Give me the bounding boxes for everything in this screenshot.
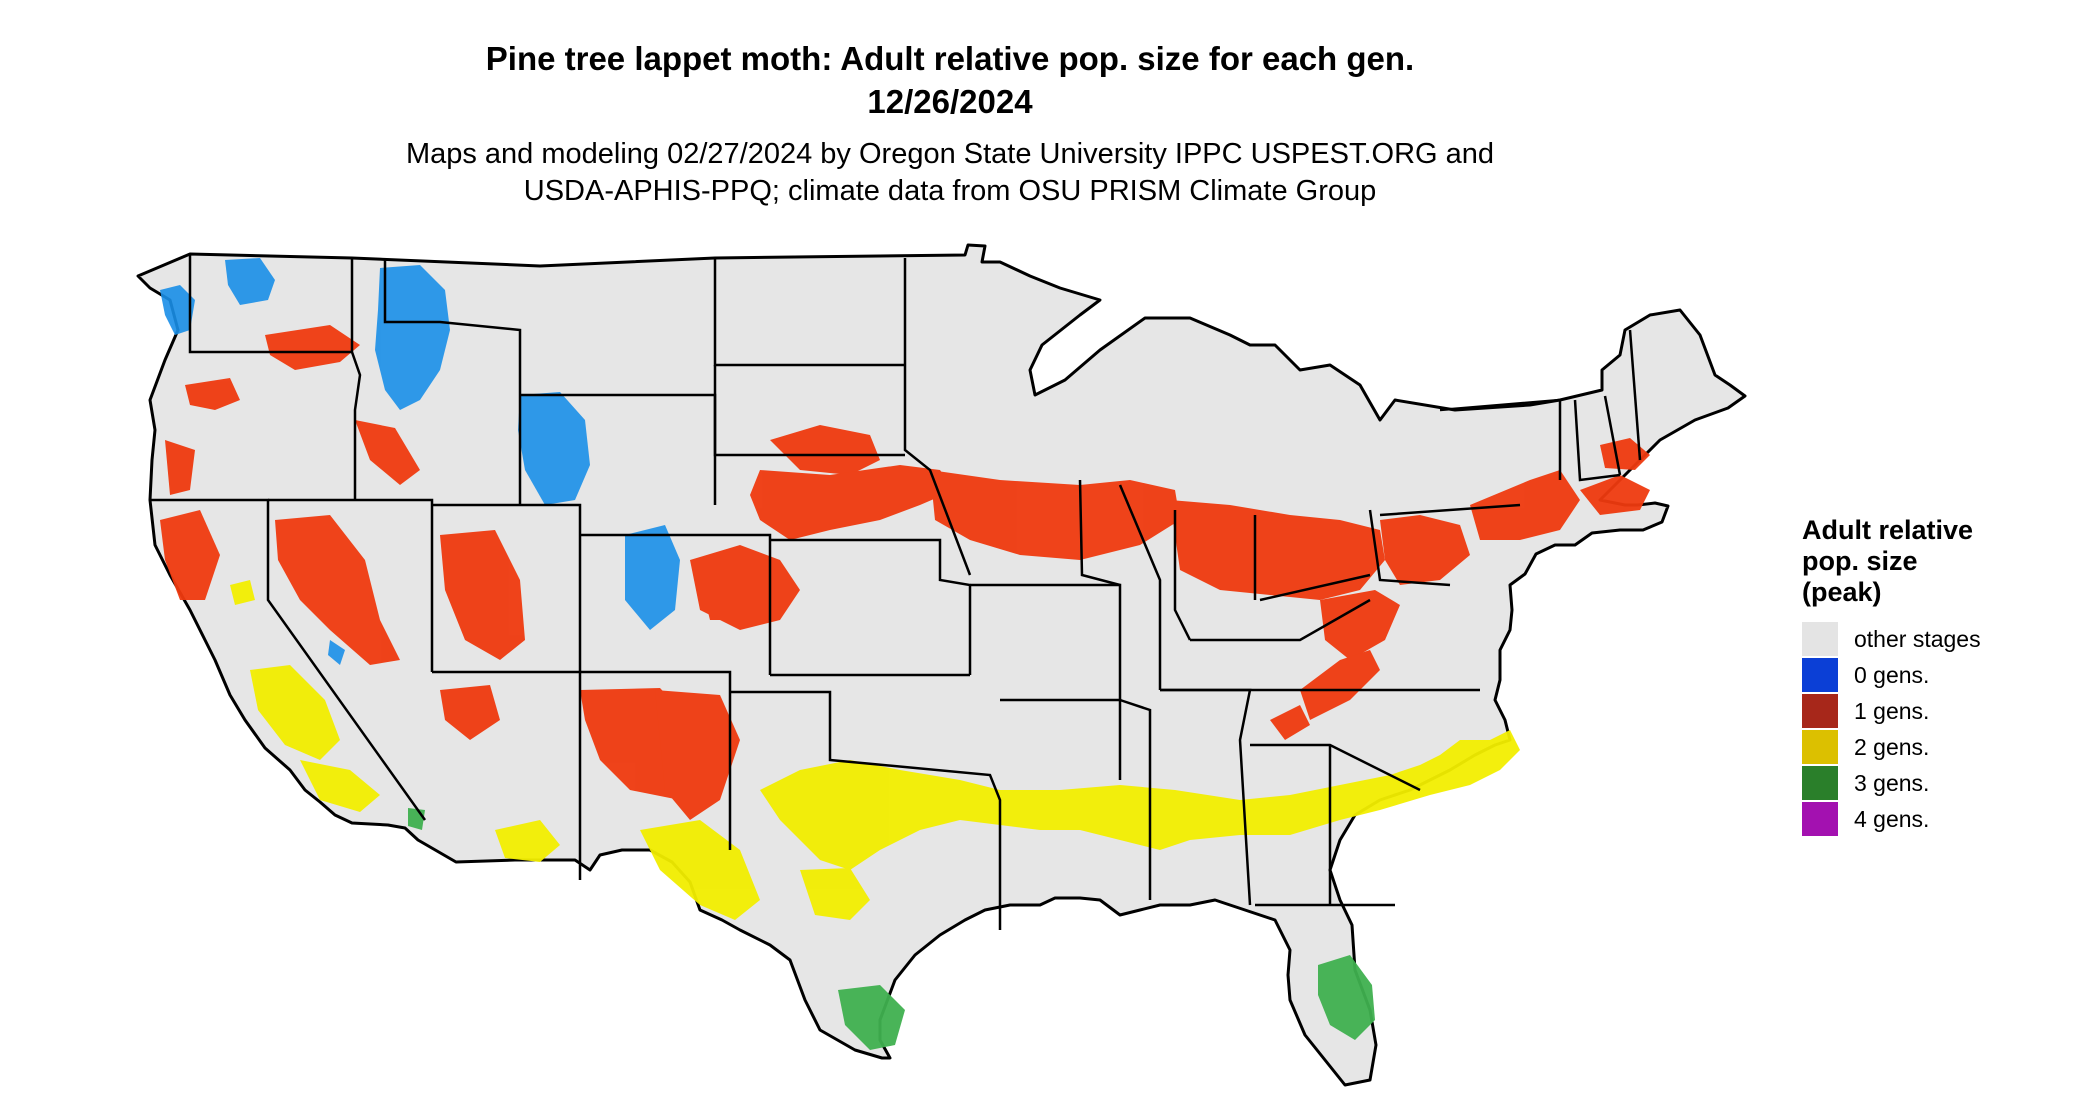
legend-swatch <box>1802 694 1838 728</box>
legend-label: 0 gens. <box>1854 662 1930 688</box>
zone-1-gens <box>160 325 1650 820</box>
legend-item-0-gens: 0 gens. <box>1802 658 2092 692</box>
map-subtitle-line-1: Maps and modeling 02/27/2024 by Oregon S… <box>405 138 1495 170</box>
legend-swatch <box>1802 802 1838 836</box>
us-map <box>136 243 1747 1087</box>
us-landmass <box>136 243 1747 1087</box>
legend-swatch <box>1802 766 1838 800</box>
legend-title-line-1: Adult relative <box>1802 515 1974 545</box>
legend-label: 1 gens. <box>1854 698 1930 724</box>
map-title: Pine tree lappet moth: Adult relative po… <box>485 40 1415 77</box>
legend-title-line-3: (peak) <box>1802 577 1882 607</box>
legend-swatch <box>1802 658 1838 692</box>
legend-label: 4 gens. <box>1854 806 1930 832</box>
legend: Adult relative pop. size (peak) other st… <box>1802 515 2092 836</box>
legend-swatch <box>1802 730 1838 764</box>
map-date: 12/26/2024 <box>867 83 1033 120</box>
legend-swatch <box>1802 622 1838 656</box>
zone-0-gens <box>160 258 680 665</box>
legend-title-line-2: pop. size <box>1802 546 1918 576</box>
legend-item-3-gens: 3 gens. <box>1802 766 2092 800</box>
legend-item-4-gens: 4 gens. <box>1802 802 2092 836</box>
legend-item-other-stages: other stages <box>1802 622 2092 656</box>
map-subtitle-line-2: USDA-APHIS-PPQ; climate data from OSU PR… <box>523 175 1377 207</box>
state-borders <box>150 254 1642 930</box>
zone-2-gens <box>230 580 1520 920</box>
legend-item-1-gens: 1 gens. <box>1802 694 2092 728</box>
zone-3-gens <box>408 808 1375 1050</box>
legend-label: 3 gens. <box>1854 770 1930 796</box>
legend-label: 2 gens. <box>1854 734 1930 760</box>
legend-label: other stages <box>1854 626 1981 652</box>
legend-item-2-gens: 2 gens. <box>1802 730 2092 764</box>
